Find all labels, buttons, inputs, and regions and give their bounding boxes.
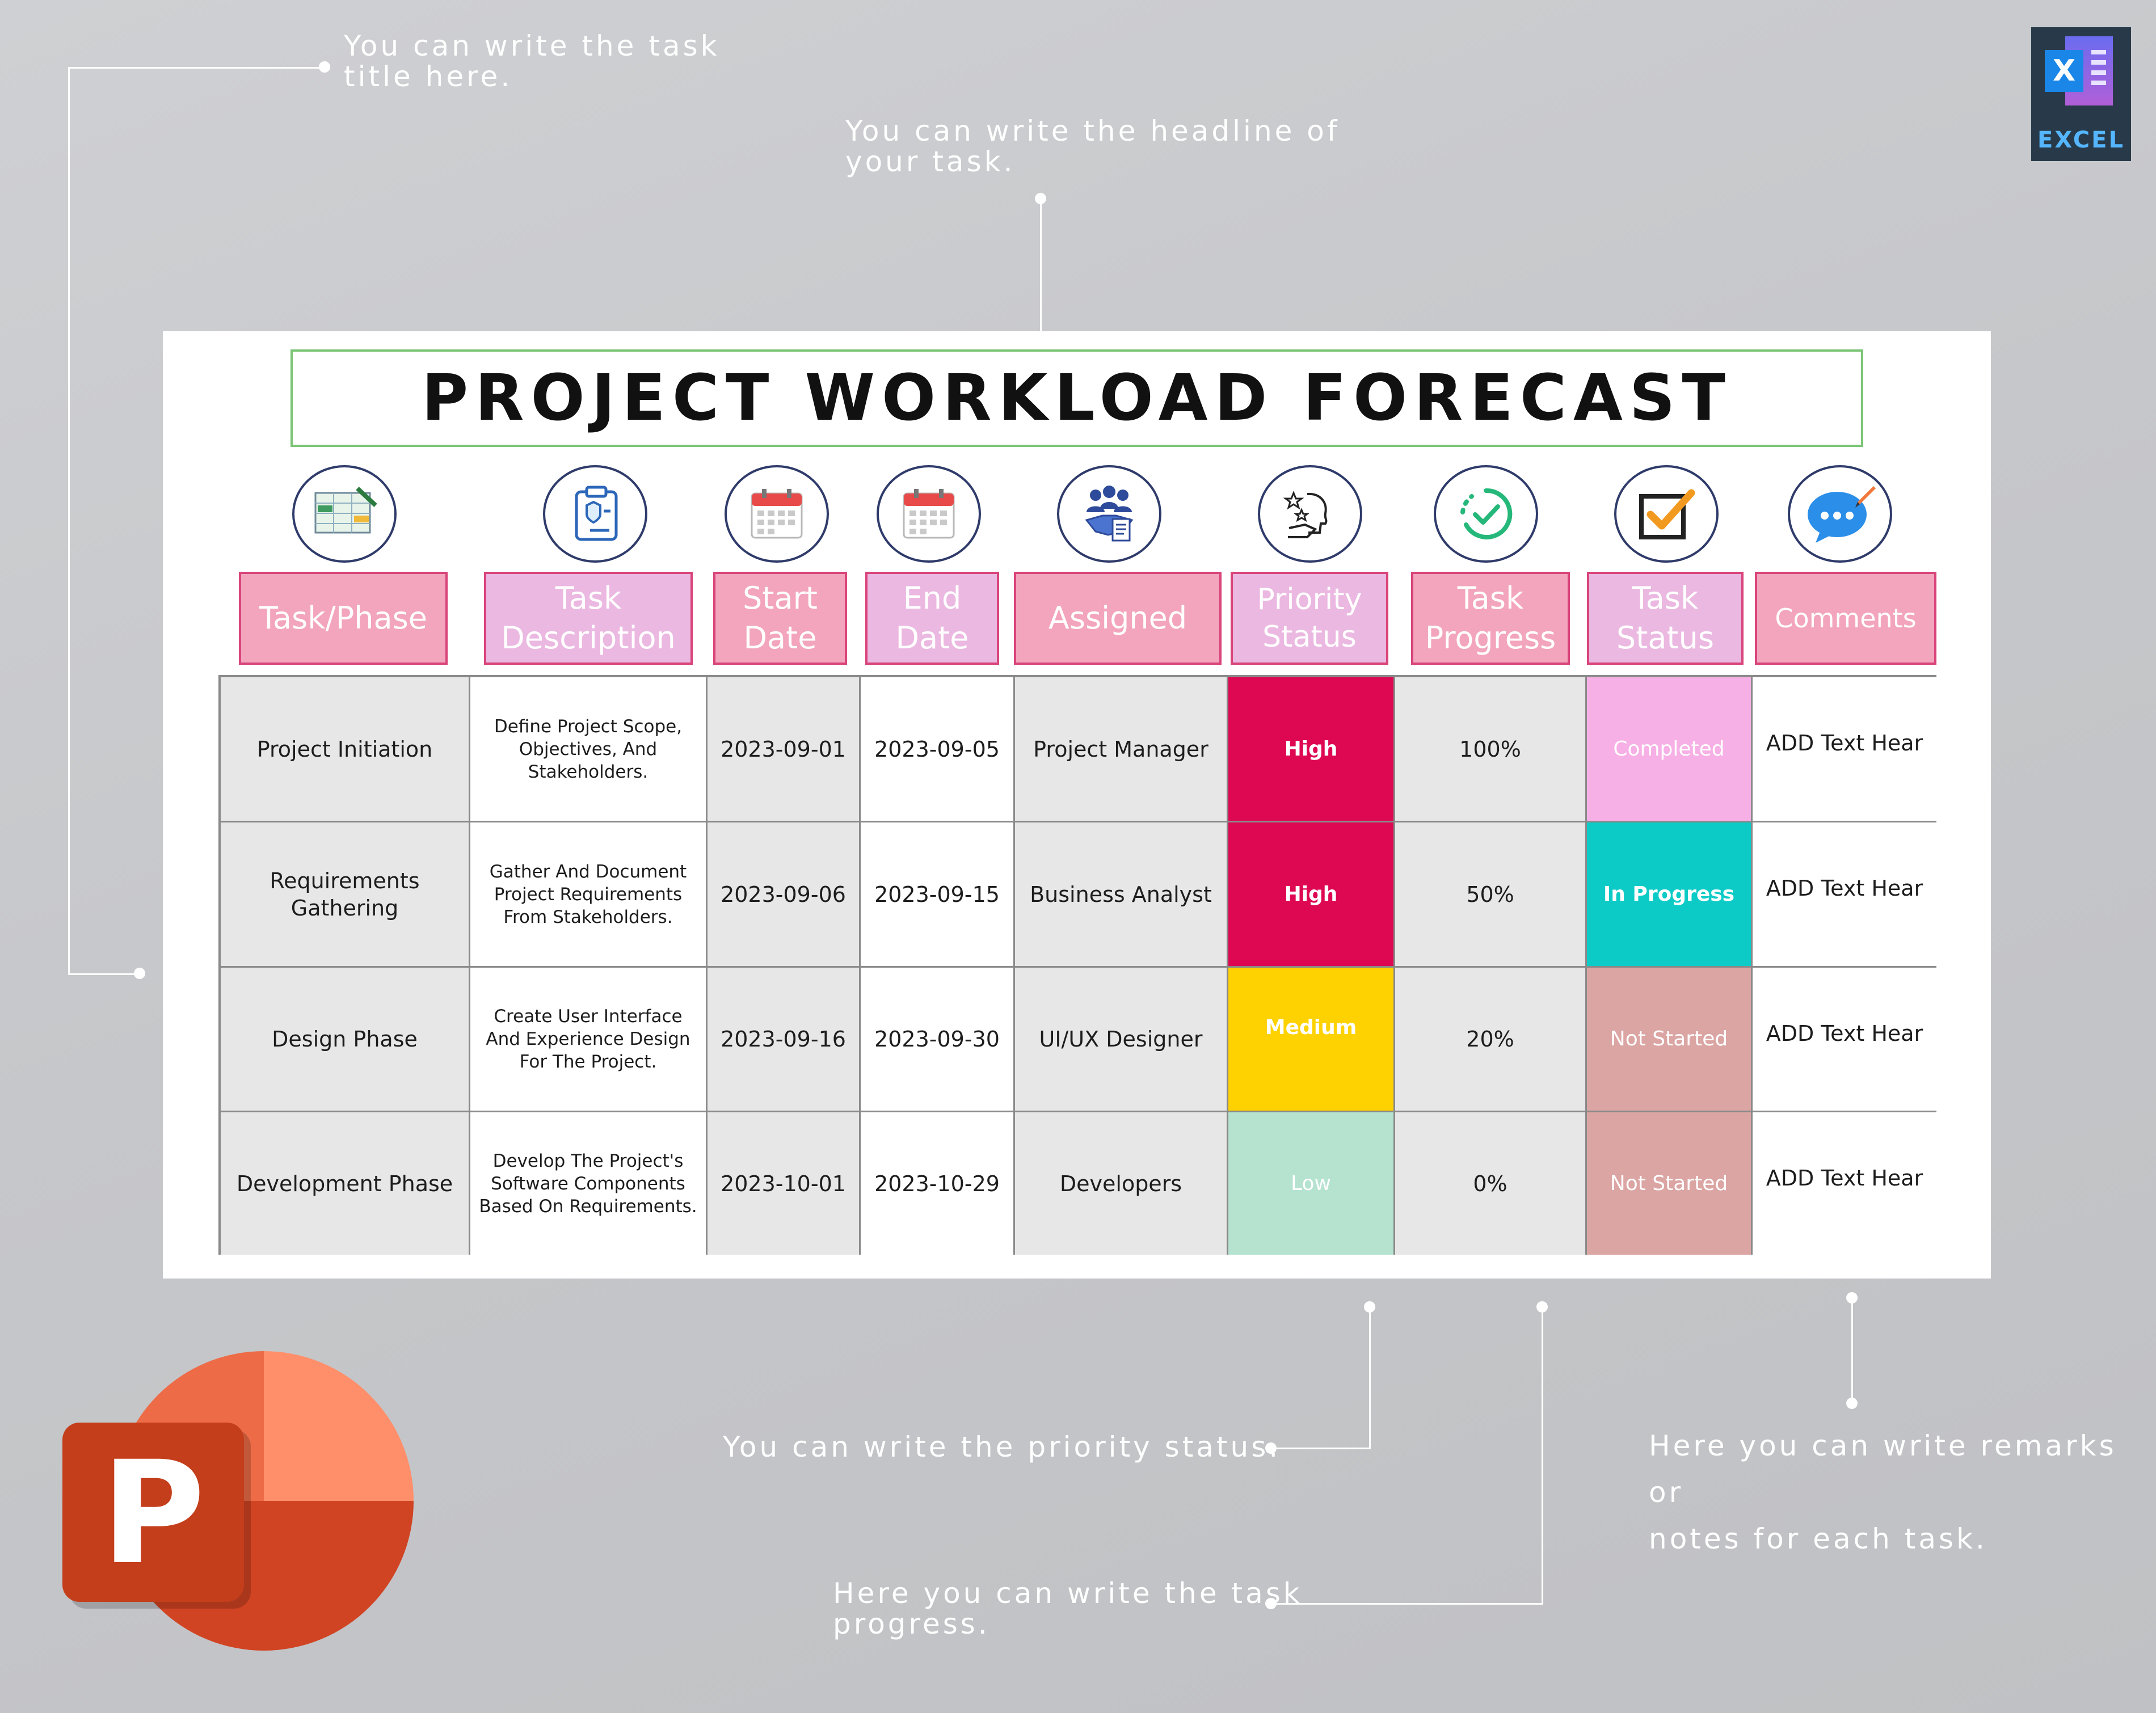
cell-assigned[interactable]: Business Analyst <box>1015 822 1228 968</box>
cell-progress[interactable]: 20% <box>1395 968 1587 1112</box>
cell-comments[interactable]: ADD Text Hear <box>1753 822 1936 968</box>
header-assigned[interactable]: Assigned <box>1014 572 1222 665</box>
connector-line <box>1040 199 1042 331</box>
annotation-comments: Here you can write remarks or notes for … <box>1649 1429 2117 1555</box>
cell-priority[interactable]: High <box>1228 677 1395 822</box>
cell-description[interactable]: Develop The Project's Software Component… <box>470 1112 708 1255</box>
cell-description[interactable]: Define Project Scope, Objectives, And St… <box>470 677 708 822</box>
cell-status[interactable]: Not Started <box>1587 968 1753 1112</box>
cell-task-phase[interactable]: Requirements Gathering <box>221 822 470 968</box>
calendar-icon <box>877 465 981 563</box>
cell-start-date[interactable]: 2023-09-01 <box>708 677 861 822</box>
header-task-status[interactable]: Task Status <box>1587 572 1744 665</box>
cell-status[interactable]: Completed <box>1587 677 1753 822</box>
cell-end-date[interactable]: 2023-09-05 <box>861 677 1015 822</box>
priority-person-icon <box>1258 465 1362 563</box>
team-handshake-icon <box>1057 465 1161 563</box>
cell-task-phase[interactable]: Project Initiation <box>221 677 470 822</box>
cell-comments[interactable]: ADD Text Hear <box>1753 1112 1936 1255</box>
connector-line <box>1271 1448 1371 1449</box>
title-box: PROJECT WORKLOAD FORECAST <box>290 349 1863 447</box>
cell-assigned[interactable]: UI/UX Designer <box>1015 968 1228 1112</box>
task-table: Project Initiation Define Project Scope, … <box>218 675 1936 1255</box>
cell-assigned[interactable]: Project Manager <box>1015 677 1228 822</box>
excel-x-icon: X <box>2045 50 2083 92</box>
connector-line <box>1271 1603 1543 1605</box>
cell-start-date[interactable]: 2023-10-01 <box>708 1112 861 1255</box>
connector-line <box>1369 1307 1371 1449</box>
cell-priority[interactable]: Low <box>1228 1112 1395 1255</box>
cell-description[interactable]: Gather And Document Project Requirements… <box>470 822 708 968</box>
cell-progress[interactable]: 0% <box>1395 1112 1587 1255</box>
cell-status[interactable]: Not Started <box>1587 1112 1753 1255</box>
cell-end-date[interactable]: 2023-09-15 <box>861 822 1015 968</box>
connector-dot <box>1265 1442 1277 1454</box>
annotation-priority: You can write the priority status. <box>723 1431 1281 1463</box>
header-end-date[interactable]: End Date <box>865 572 999 665</box>
connector-line <box>1851 1298 1853 1406</box>
header-task-description[interactable]: Task Description <box>484 572 693 665</box>
annotation-task-title: You can write the task title here. <box>344 29 720 93</box>
cell-start-date[interactable]: 2023-09-16 <box>708 968 861 1112</box>
connector-dot <box>1846 1398 1858 1409</box>
spreadsheet-icon <box>292 465 397 563</box>
excel-doc-icon <box>2065 36 2113 106</box>
chat-bubble-icon <box>1788 465 1892 563</box>
powerpoint-p-letter: P <box>101 1431 205 1596</box>
excel-logo: X EXCEL <box>2031 27 2131 161</box>
connector-line <box>68 67 70 974</box>
cell-assigned[interactable]: Developers <box>1015 1112 1228 1255</box>
cell-status[interactable]: In Progress <box>1587 822 1753 968</box>
workload-sheet: PROJECT WORKLOAD FORECAST <box>163 331 1991 1279</box>
connector-dot <box>319 61 330 73</box>
cell-comments[interactable]: ADD Text Hear <box>1753 677 1936 822</box>
cell-progress[interactable]: 50% <box>1395 822 1587 968</box>
cell-end-date[interactable]: 2023-09-30 <box>861 968 1015 1112</box>
connector-line <box>68 973 140 975</box>
powerpoint-logo: P <box>57 1344 431 1679</box>
cell-description[interactable]: Create User Interface And Experience Des… <box>470 968 708 1112</box>
sheet-title: PROJECT WORKLOAD FORECAST <box>422 361 1732 435</box>
checkbox-icon <box>1614 465 1719 563</box>
excel-label: EXCEL <box>2037 127 2125 153</box>
cell-progress[interactable]: 100% <box>1395 677 1587 822</box>
cell-task-phase[interactable]: Development Phase <box>221 1112 470 1255</box>
header-comments[interactable]: Comments <box>1755 572 1936 665</box>
cell-task-phase[interactable]: Design Phase <box>221 968 470 1112</box>
cell-end-date[interactable]: 2023-10-29 <box>861 1112 1015 1255</box>
cell-start-date[interactable]: 2023-09-06 <box>708 822 861 968</box>
connector-line <box>1542 1307 1543 1604</box>
annotation-progress: Here you can write the task progress. <box>833 1577 1303 1640</box>
cell-priority[interactable]: High <box>1228 822 1395 968</box>
header-start-date[interactable]: Start Date <box>713 572 847 665</box>
connector-dot <box>1265 1598 1277 1609</box>
header-task-phase[interactable]: Task/Phase <box>239 572 448 665</box>
progress-check-icon <box>1434 465 1538 563</box>
annotation-headline: You can write the headline of your task. <box>845 115 1340 178</box>
clipboard-shield-icon <box>543 465 647 563</box>
cell-priority[interactable]: Medium <box>1228 968 1395 1112</box>
header-task-progress[interactable]: Task Progress <box>1411 572 1570 665</box>
cell-comments[interactable]: ADD Text Hear <box>1753 968 1936 1112</box>
connector-line <box>68 67 325 69</box>
connector-dot <box>134 968 145 979</box>
calendar-icon <box>725 465 829 563</box>
header-priority-status[interactable]: Priority Status <box>1231 572 1388 665</box>
